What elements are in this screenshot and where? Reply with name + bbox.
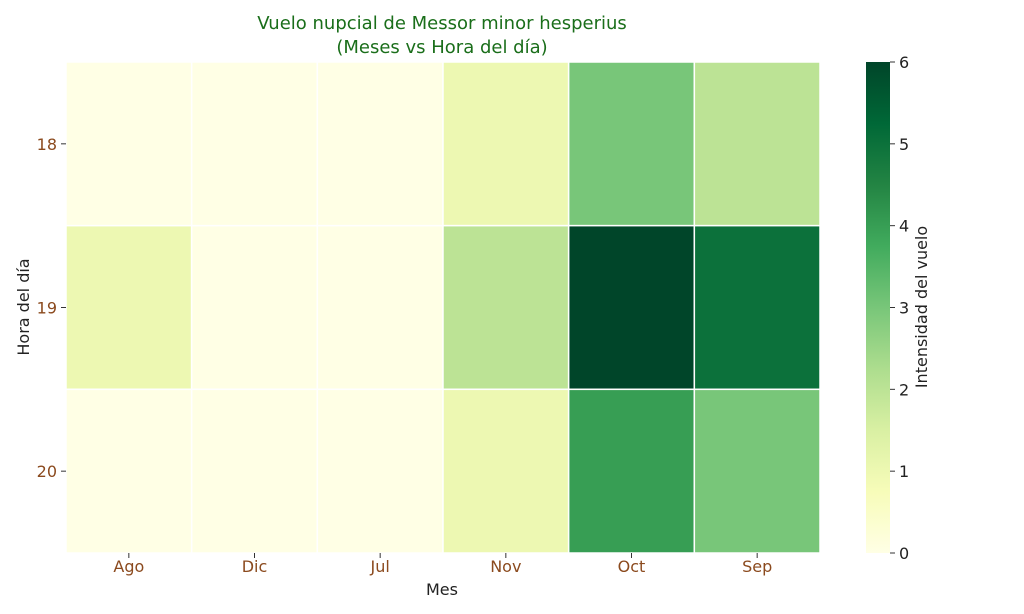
colorbar-tick-label: 3 [899, 299, 909, 318]
x-tick-label: Nov [490, 557, 521, 576]
heatmap-cells [65, 61, 821, 554]
heatmap-cell-19-sep [693, 224, 821, 391]
heatmap-cell-18-dic [190, 61, 319, 227]
heatmap-cell-20-ago [65, 388, 193, 554]
heatmap-cell-20-dic [190, 388, 319, 554]
colorbar [866, 62, 890, 553]
heatmap-cell-20-nov [442, 388, 570, 554]
x-tick-label: Dic [242, 557, 268, 576]
colorbar-tick-label: 5 [899, 135, 909, 154]
colorbar-tick-label: 6 [899, 53, 909, 72]
heatmap-cell-18-sep [693, 61, 821, 227]
heatmap-cell-20-oct [567, 388, 696, 554]
heatmap-cell-20-sep [693, 388, 821, 554]
y-tick-label: 20 [37, 462, 57, 481]
x-axis-label: Mes [426, 580, 458, 599]
heatmap-cell-19-nov [442, 224, 570, 391]
chart-title: Vuelo nupcial de Messor minor hesperius [257, 13, 627, 34]
colorbar-tick-label: 2 [899, 380, 909, 399]
y-axis-label: Hora del día [14, 258, 33, 355]
y-axis-ticks: 18 19 20 [37, 135, 66, 481]
heatmap-cell-19-dic [190, 224, 319, 391]
heatmap-cell-20-jul [316, 388, 444, 554]
x-tick-label: Sep [742, 557, 772, 576]
colorbar-tick-label: 0 [899, 544, 909, 563]
colorbar-label: Intensidad del vuelo [912, 226, 931, 388]
heatmap-cell-18-jul [316, 61, 444, 227]
heatmap-cell-18-oct [567, 61, 696, 227]
chart-subtitle: (Meses vs Hora del día) [336, 37, 547, 58]
colorbar-ticks: 0 1 2 3 4 5 6 [890, 53, 909, 563]
colorbar-tick-label: 4 [899, 217, 909, 236]
heatmap-cell-18-ago [65, 61, 193, 227]
x-axis-ticks: Ago Dic Jul Nov Oct Sep [113, 553, 772, 576]
y-tick-label: 19 [37, 299, 57, 318]
heatmap-cell-19-jul [316, 224, 444, 391]
heatmap-cell-19-ago [65, 224, 193, 391]
x-tick-label: Oct [618, 557, 646, 576]
heatmap-cell-18-nov [442, 61, 570, 227]
colorbar-tick-label: 1 [899, 462, 909, 481]
x-tick-label: Jul [370, 557, 390, 576]
y-tick-label: 18 [37, 135, 57, 154]
heatmap-cell-19-oct [567, 224, 696, 391]
x-tick-label: Ago [113, 557, 144, 576]
